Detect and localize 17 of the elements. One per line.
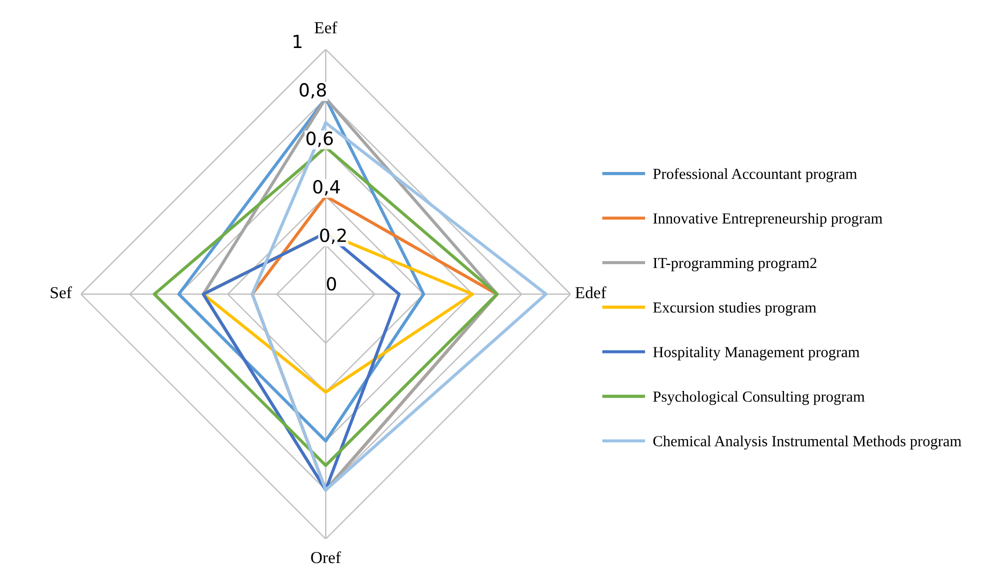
y-tick-label: 0,8: [300, 83, 326, 99]
spoke-label: Oref: [311, 551, 341, 564]
spoke-label: Edef: [575, 286, 606, 298]
spoke-label: Eef: [314, 21, 338, 34]
y-tick-label: 0,4: [313, 180, 340, 196]
legend-label: Excursion studies program: [653, 302, 816, 316]
y-tick-label: 0,2: [320, 228, 346, 244]
y-tick-label: 0: [326, 276, 336, 291]
legend-label: IT-programming program2: [653, 258, 816, 272]
legend-label: Chemical Analysis Instrumental Methods program: [653, 436, 962, 450]
legend-label: Psychological Consulting program: [653, 391, 865, 405]
legend-label: Hospitality Management program: [653, 346, 860, 360]
y-tick-label: 0,6: [306, 132, 333, 148]
spoke-label: Sef: [50, 286, 72, 298]
legend-label: Innovative Entrepreneurship program: [653, 212, 882, 227]
y-tick-label: 1: [294, 34, 302, 48]
legend-label: Professional Accountant program: [653, 168, 857, 182]
